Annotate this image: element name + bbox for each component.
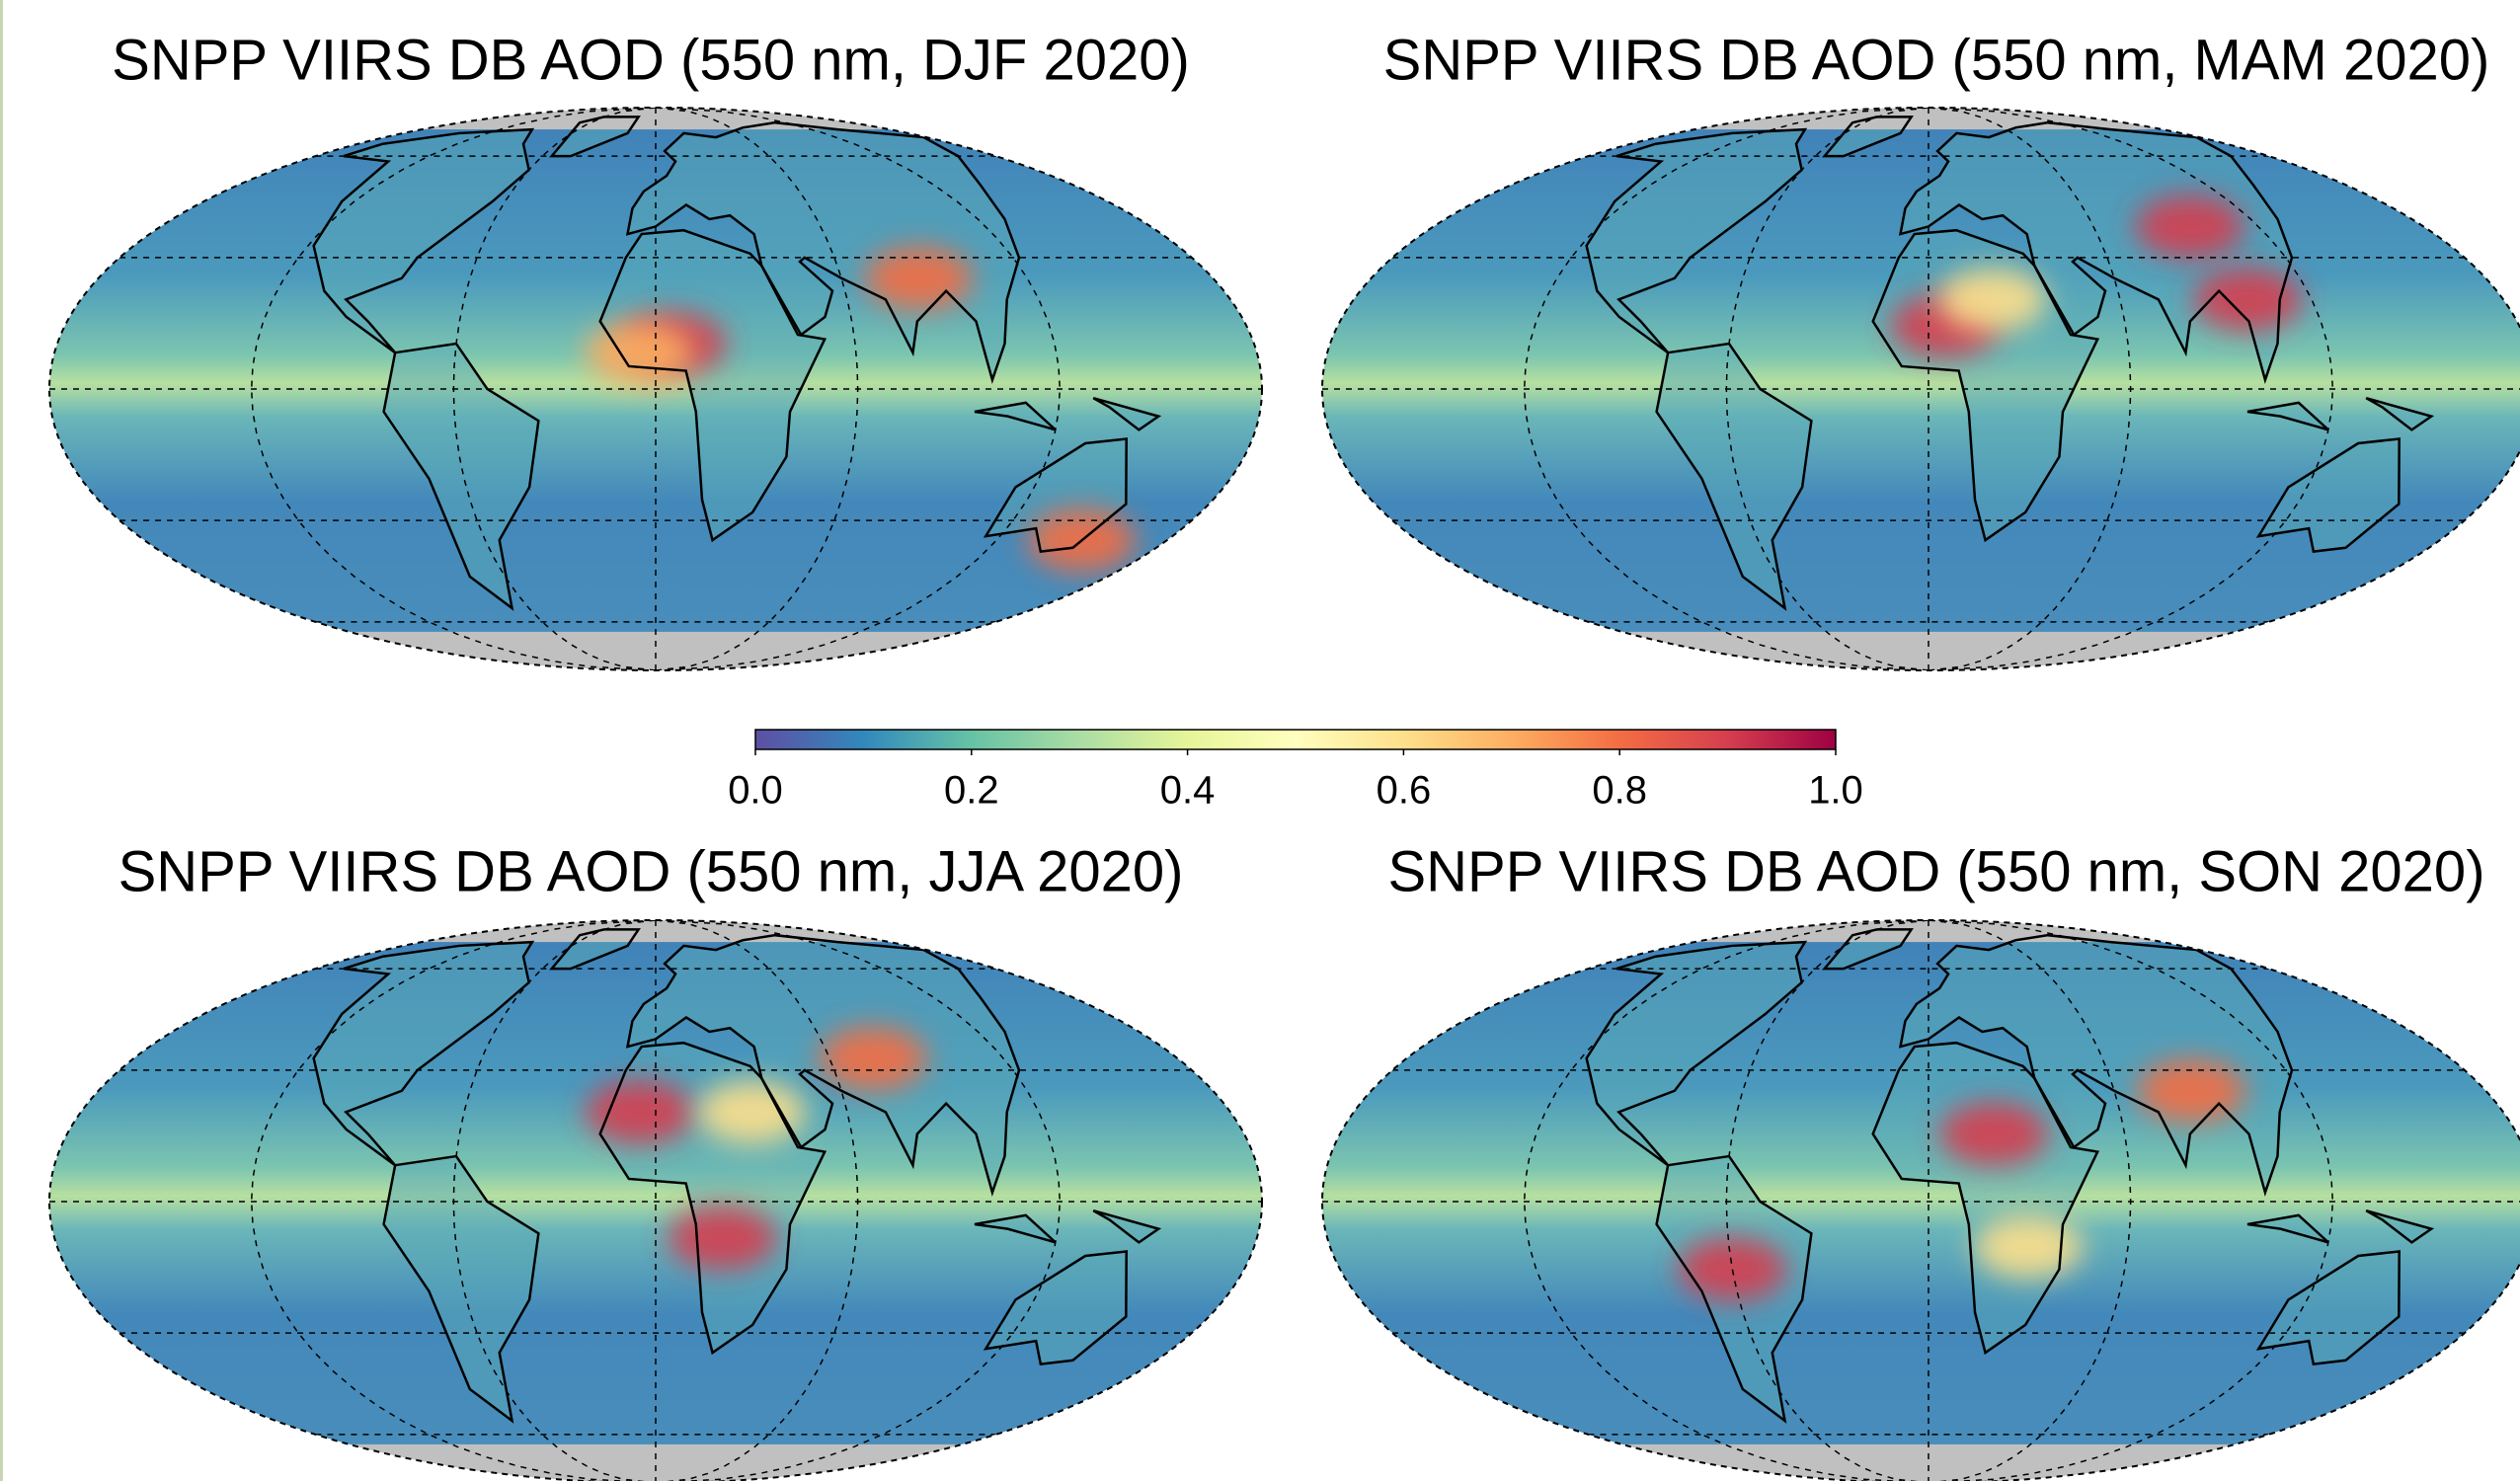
edge bbox=[0, 0, 3, 1481]
aerosol-hotspot bbox=[819, 1026, 928, 1090]
coastline bbox=[1898, 120, 2294, 385]
coastline bbox=[598, 228, 827, 543]
meridian bbox=[655, 108, 859, 670]
coastline bbox=[1655, 1154, 1813, 1424]
no-data-south bbox=[49, 1443, 1262, 1481]
panel-title: SNPP VIIRS DB AOD (550 nm, DJF 2020) bbox=[112, 28, 1190, 92]
coastline bbox=[1871, 1041, 2100, 1356]
coastline bbox=[549, 928, 641, 971]
map-panel bbox=[48, 919, 1263, 1481]
map-border bbox=[1321, 919, 2520, 1481]
colorbar-tick-label: 0.4 bbox=[1160, 769, 1216, 813]
map-border bbox=[1321, 107, 2520, 671]
coastline bbox=[1822, 928, 1914, 971]
coastline bbox=[974, 1213, 1057, 1244]
meridian bbox=[1725, 920, 1929, 1481]
coastline bbox=[382, 342, 540, 611]
aerosol-hotspot bbox=[585, 1080, 694, 1144]
coastline bbox=[598, 1041, 827, 1356]
no-data-north bbox=[1322, 920, 2520, 943]
coastline bbox=[1585, 940, 1808, 1167]
map-body bbox=[1322, 108, 2520, 670]
coastline bbox=[1898, 933, 2294, 1198]
aerosol-hotspot bbox=[2193, 268, 2303, 332]
land bbox=[1586, 942, 1805, 1166]
colorbar-tick-label: 0.8 bbox=[1592, 769, 1647, 813]
coastline bbox=[2246, 401, 2329, 431]
map-body bbox=[1322, 920, 2520, 1481]
colorbar bbox=[754, 729, 1837, 750]
coastline bbox=[2246, 1213, 2329, 1244]
coastline bbox=[312, 940, 535, 1167]
coastline bbox=[2365, 397, 2435, 431]
panel-title: SNPP VIIRS DB AOD (550 nm, JJA 2020) bbox=[118, 839, 1184, 903]
coastline bbox=[1585, 127, 1808, 354]
map-panel bbox=[1321, 919, 2520, 1481]
map-border bbox=[48, 107, 1263, 671]
meridian bbox=[452, 108, 657, 670]
coastline bbox=[312, 127, 535, 354]
land bbox=[313, 942, 532, 1166]
meridian bbox=[1725, 108, 1929, 670]
aerosol-hotspot bbox=[1678, 1237, 1787, 1301]
coastline bbox=[974, 401, 1057, 431]
map-panel bbox=[1321, 107, 2520, 671]
aerosol-hotspot bbox=[864, 246, 974, 310]
map-body bbox=[49, 920, 1262, 1481]
land bbox=[383, 344, 539, 608]
land bbox=[985, 1251, 1127, 1364]
coastline bbox=[1822, 116, 1914, 158]
land bbox=[2258, 1251, 2400, 1364]
land bbox=[2258, 438, 2400, 552]
aerosol-hotspot bbox=[668, 1206, 777, 1270]
colorbar-tick-label: 0.0 bbox=[728, 769, 783, 813]
no-data-south bbox=[1322, 631, 2520, 670]
coastline bbox=[1871, 228, 2100, 543]
no-data-north bbox=[1322, 108, 2520, 130]
meridian bbox=[452, 920, 657, 1481]
land bbox=[383, 1156, 539, 1421]
map-panel bbox=[48, 107, 1263, 671]
coastline bbox=[549, 116, 641, 158]
map-border bbox=[48, 919, 1263, 1481]
land bbox=[1656, 344, 1812, 608]
no-data-south bbox=[1322, 1443, 2520, 1481]
aerosol-hotspot bbox=[2137, 1058, 2246, 1123]
land bbox=[599, 230, 826, 541]
colorbar-tick-label: 1.0 bbox=[1808, 769, 1863, 813]
panel-title: SNPP VIIRS DB AOD (550 nm, MAM 2020) bbox=[1383, 28, 2490, 92]
colorbar-tick-label: 0.2 bbox=[944, 769, 999, 813]
map-body bbox=[49, 108, 1262, 670]
coastline bbox=[625, 120, 1021, 385]
colorbar-tick-label: 0.6 bbox=[1377, 769, 1432, 813]
land bbox=[313, 129, 532, 353]
aerosol-hotspot bbox=[585, 321, 694, 385]
meridian bbox=[655, 920, 859, 1481]
coastline bbox=[625, 933, 1021, 1198]
aerosol-hotspot bbox=[1973, 1214, 2083, 1279]
aerosol-hotspot bbox=[1939, 1102, 2049, 1166]
meridian bbox=[1928, 920, 2132, 1481]
coastline bbox=[1655, 342, 1813, 611]
coastline bbox=[1092, 1209, 1162, 1244]
aerosol-hotspot bbox=[697, 1080, 807, 1144]
coastline bbox=[382, 1154, 540, 1424]
meridian bbox=[1928, 108, 2132, 670]
coastline bbox=[1092, 397, 1162, 431]
coastline bbox=[2365, 1209, 2435, 1244]
land bbox=[1586, 129, 1805, 353]
aerosol-hotspot bbox=[1937, 268, 2047, 332]
aerosol-hotspot bbox=[2135, 195, 2244, 259]
panel-title: SNPP VIIRS DB AOD (550 nm, SON 2020) bbox=[1387, 839, 2484, 903]
